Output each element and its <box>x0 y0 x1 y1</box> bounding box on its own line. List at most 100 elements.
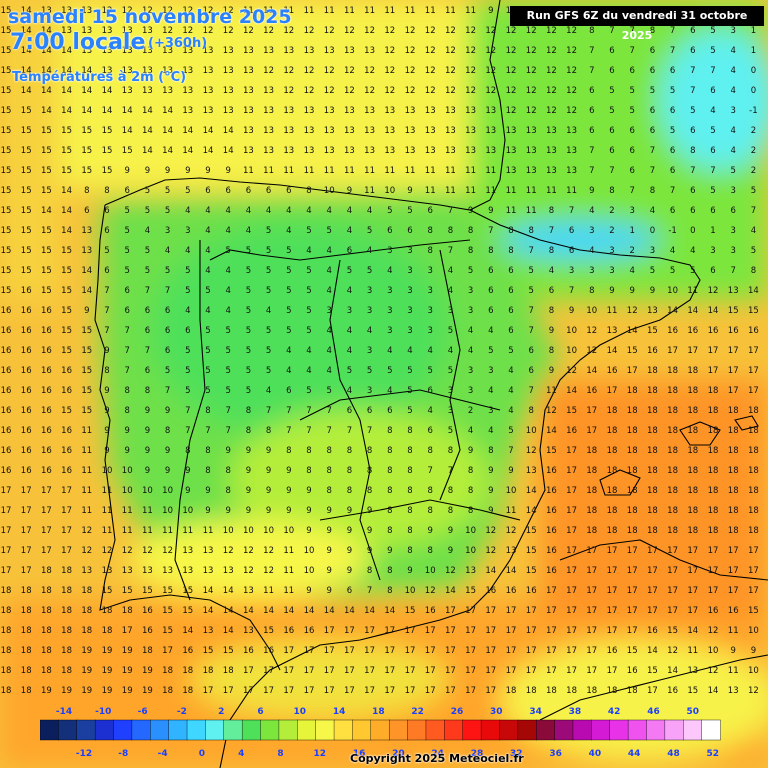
grid-value: 16 <box>21 306 32 316</box>
grid-value: 5 <box>690 106 695 116</box>
grid-value: 12 <box>203 6 214 16</box>
grid-value: 15 <box>21 186 32 196</box>
grid-value: 6 <box>670 66 675 76</box>
grid-value: 18 <box>728 426 739 436</box>
grid-value: 9 <box>730 646 735 656</box>
grid-value: 13 <box>728 286 739 296</box>
grid-value: 7 <box>448 206 453 216</box>
grid-value: 16 <box>41 366 52 376</box>
grid-value: 17 <box>405 646 416 656</box>
legend-tick-label: 24 <box>431 749 444 759</box>
grid-value: 5 <box>246 306 251 316</box>
grid-value: 15 <box>122 146 133 156</box>
grid-value: 10 <box>425 566 436 576</box>
grid-value: 17 <box>263 666 274 676</box>
grid-value: 17 <box>506 626 517 636</box>
grid-value: 3 <box>407 326 412 336</box>
grid-value: 4 <box>488 326 493 336</box>
grid-value: 8 <box>609 186 614 196</box>
grid-value: 17 <box>1 546 12 556</box>
grid-value: 0 <box>751 66 756 76</box>
grid-value: 11 <box>506 206 517 216</box>
grid-value: 8 <box>205 446 210 456</box>
grid-value: 4 <box>508 406 513 416</box>
grid-value: 4 <box>448 286 453 296</box>
grid-value: 15 <box>61 146 72 156</box>
grid-value: 3 <box>185 226 190 236</box>
grid-value: 13 <box>445 126 456 136</box>
legend-tick-label: 42 <box>608 707 621 717</box>
grid-value: 11 <box>81 426 92 436</box>
grid-value: 13 <box>283 146 294 156</box>
grid-value: 9 <box>609 286 614 296</box>
grid-value: 5 <box>650 86 655 96</box>
grid-value: 10 <box>122 466 133 476</box>
grid-value: 5 <box>609 86 614 96</box>
legend-tick-label: 50 <box>687 707 700 717</box>
grid-value: 8 <box>589 286 594 296</box>
grid-value: 17 <box>687 566 698 576</box>
grid-value: 18 <box>1 586 12 596</box>
grid-value: 9 <box>306 586 311 596</box>
grid-value: 13 <box>102 66 113 76</box>
grid-value: 13 <box>203 66 214 76</box>
grid-value: 10 <box>142 486 153 496</box>
grid-value: 6 <box>528 346 533 356</box>
grid-value: 10 <box>122 486 133 496</box>
grid-value: 4 <box>286 206 291 216</box>
grid-value: 11 <box>384 6 395 16</box>
grid-value: 16 <box>61 446 72 456</box>
grid-value: 7 <box>225 406 230 416</box>
grid-value: 17 <box>61 486 72 496</box>
grid-value: 17 <box>344 646 355 656</box>
grid-value: 18 <box>667 446 678 456</box>
grid-value: 12 <box>223 26 234 36</box>
grid-value: 10 <box>566 346 577 356</box>
grid-value: 13 <box>142 26 153 36</box>
grid-value: 18 <box>21 606 32 616</box>
grid-value: 15 <box>1 26 12 36</box>
grid-value: 17 <box>405 666 416 676</box>
grid-value: 3 <box>448 386 453 396</box>
grid-value: 6 <box>690 186 695 196</box>
grid-value: 7 <box>145 346 150 356</box>
grid-value: 17 <box>607 606 618 616</box>
grid-value: 6 <box>185 326 190 336</box>
grid-value: 5 <box>225 386 230 396</box>
grid-value: 11 <box>506 506 517 516</box>
grid-value: 18 <box>627 686 638 696</box>
grid-value: 12 <box>364 66 375 76</box>
grid-value: 11 <box>445 166 456 176</box>
grid-value: 11 <box>162 526 173 536</box>
grid-value: 3 <box>387 246 392 256</box>
forecast-date: samedi 15 novembre 2025 <box>8 6 292 28</box>
grid-value: 15 <box>21 226 32 236</box>
grid-value: 12 <box>506 526 517 536</box>
grid-value: 15 <box>526 566 537 576</box>
grid-value: 13 <box>162 66 173 76</box>
grid-value: 3 <box>387 326 392 336</box>
grid-value: 6 <box>629 66 634 76</box>
grid-value: 17 <box>687 546 698 556</box>
grid-value: 17 <box>243 686 254 696</box>
grid-value: 8 <box>387 446 392 456</box>
grid-value: 15 <box>1 266 12 276</box>
grid-value: 18 <box>627 466 638 476</box>
grid-value: 12 <box>122 6 133 16</box>
grid-value: 15 <box>687 686 698 696</box>
grid-value: 18 <box>728 406 739 416</box>
grid-value: 15 <box>1 186 12 196</box>
grid-value: 18 <box>708 506 719 516</box>
grid-value: 14 <box>21 26 32 36</box>
grid-value: 16 <box>21 366 32 376</box>
grid-value: 11 <box>142 506 153 516</box>
grid-value: 18 <box>1 646 12 656</box>
grid-value: 10 <box>667 286 678 296</box>
legend-swatch <box>499 719 519 741</box>
grid-value: 18 <box>41 606 52 616</box>
grid-value: 8 <box>387 566 392 576</box>
grid-value: 13 <box>122 46 133 56</box>
grid-value: 15 <box>21 246 32 256</box>
grid-value: 16 <box>41 426 52 436</box>
grid-value: 13 <box>344 126 355 136</box>
